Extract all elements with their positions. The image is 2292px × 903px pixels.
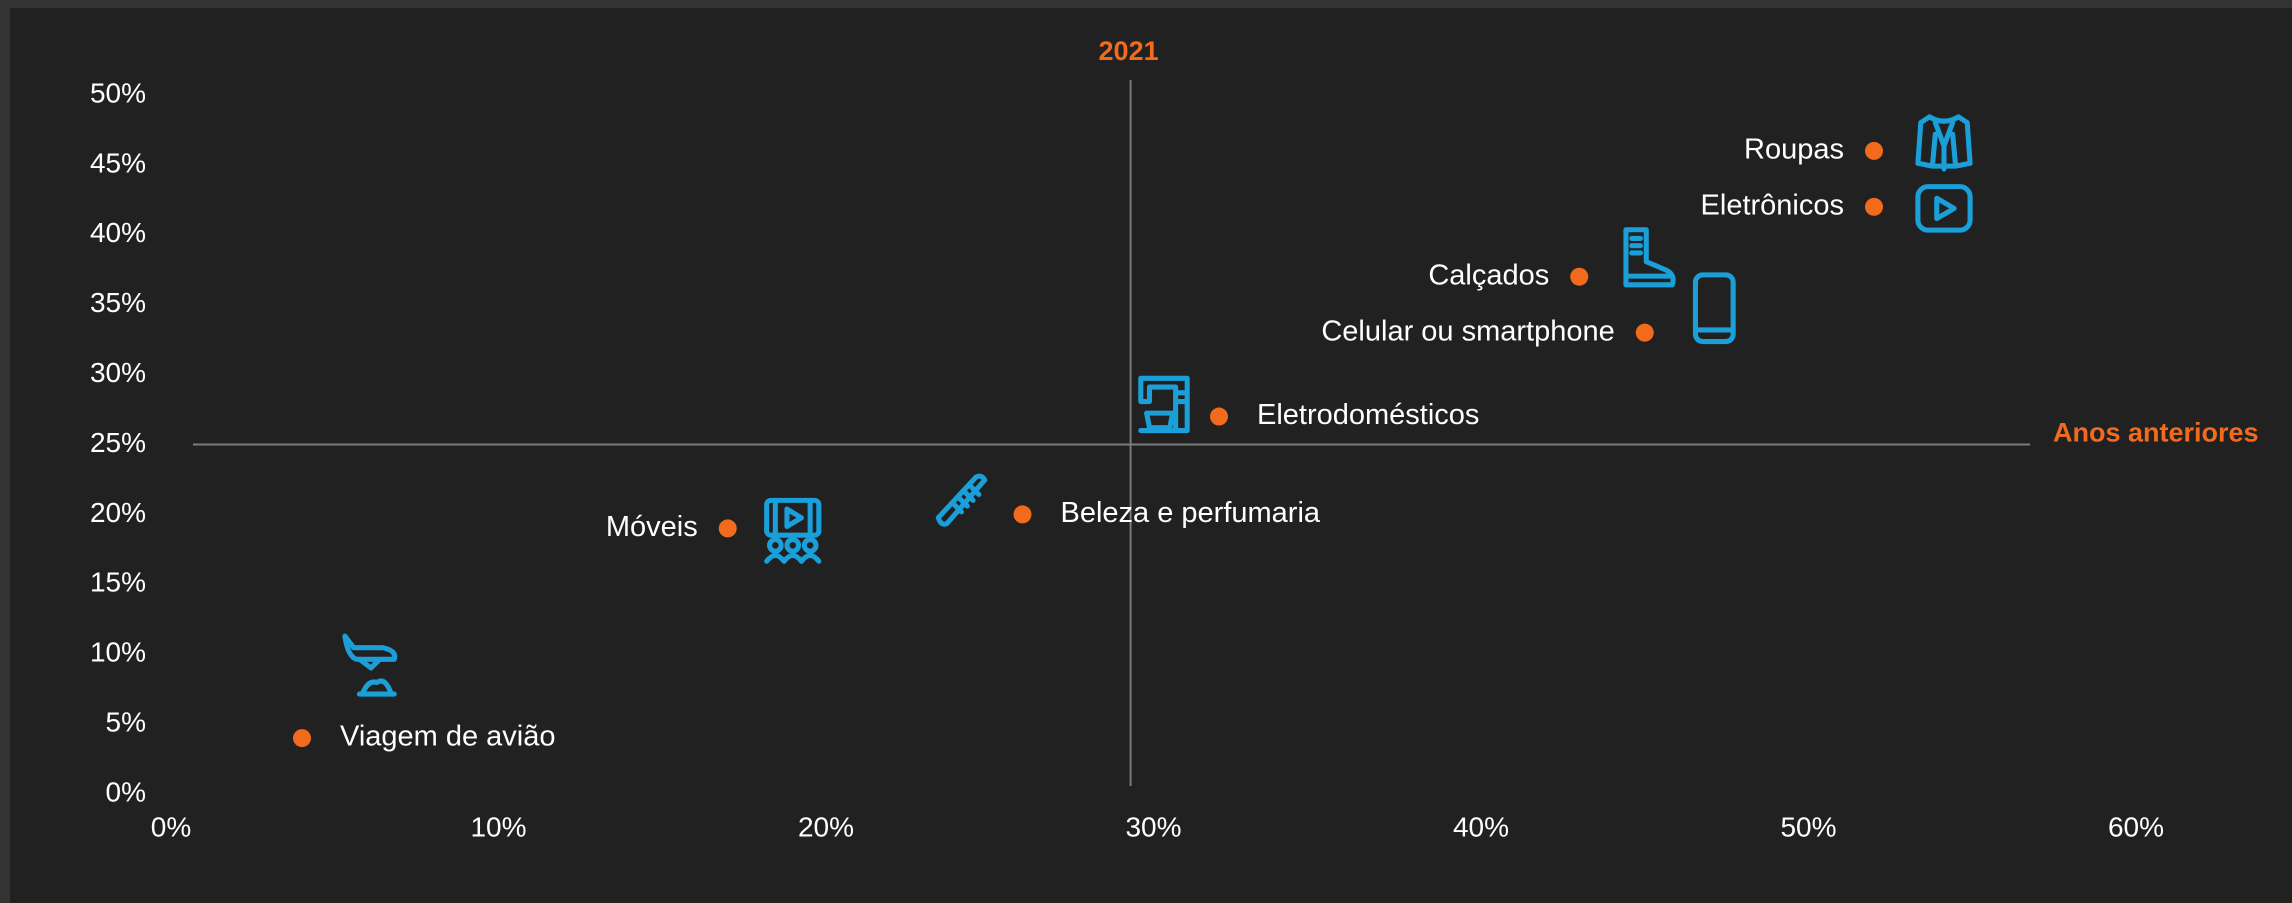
point-label: Eletrônicos [1701,189,1844,221]
top-border [0,0,2292,8]
icon [1915,114,1973,172]
icon-shape [767,536,784,554]
point-label: Beleza e perfumaria [1061,497,1321,529]
x-tick-label: 40% [1453,811,1509,842]
left-border [0,0,10,903]
y-tick-label: 5% [106,706,146,737]
icon-shape [784,536,802,554]
icon-shape [1692,272,1736,345]
point-label: Celular ou smartphone [1321,315,1614,347]
y-tick-label: 50% [90,77,146,108]
y-tick-label: 25% [90,427,146,458]
x-tick-label: 20% [798,811,854,842]
point-label: Viagem de avião [340,721,556,753]
icon [764,497,822,564]
icon [935,473,988,527]
point [1210,407,1228,426]
icon-shape [1915,114,1973,172]
icon [1623,227,1676,288]
y-tick-label: 15% [90,567,146,598]
reference-label-vertical: 2021 [1099,36,1159,66]
point [1865,197,1883,216]
point [1865,141,1883,160]
y-tick-label: 40% [90,217,146,248]
icon-shape [798,552,822,564]
icon [1692,272,1736,345]
x-tick-label: 50% [1780,811,1836,842]
icon-shape [1934,195,1957,222]
y-tick-label: 20% [90,497,146,528]
icon-shape [801,536,819,554]
icon [1915,184,1973,233]
point-label: Roupas [1744,134,1844,166]
point-label: Eletrodomésticos [1257,399,1479,431]
y-tick-label: 10% [90,637,146,668]
point [1570,267,1589,286]
x-tick-label: 0% [151,811,191,842]
point-label: Móveis [606,511,698,543]
point [1013,505,1032,524]
icon [342,633,398,697]
point-label: Calçados [1428,259,1549,291]
icon-shape [772,497,813,538]
reference-label-horizontal: Anos anteriores [2053,418,2259,448]
point [718,519,737,538]
point [293,729,311,748]
icon-shape [935,473,988,527]
icon-shape [764,497,822,538]
x-tick-label: 10% [470,811,526,842]
icon [1138,375,1190,434]
point [1635,323,1654,342]
y-tick-label: 30% [90,357,146,388]
y-tick-label: 35% [90,287,146,318]
icon-shape [1915,184,1973,233]
x-tick-label: 30% [1125,811,1181,842]
icon-shape [342,633,398,697]
icon-shape [1623,227,1676,288]
y-tick-label: 0% [106,776,146,807]
x-tick-label: 60% [2108,811,2164,842]
icon-shape [1138,375,1190,434]
y-tick-label: 45% [90,147,146,178]
